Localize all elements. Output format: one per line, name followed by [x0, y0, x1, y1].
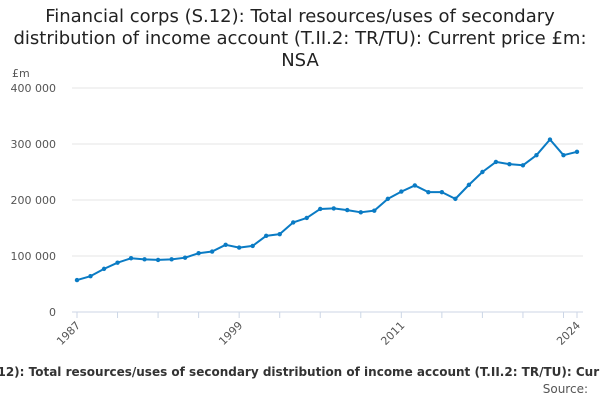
data-point — [399, 189, 404, 194]
data-point — [345, 207, 350, 213]
data-point — [385, 196, 391, 202]
data-point — [426, 189, 431, 195]
data-point — [304, 215, 309, 221]
data-point — [534, 153, 539, 158]
data-point — [493, 159, 499, 165]
data-point — [358, 210, 363, 215]
x-tick-label: 1987 — [54, 319, 83, 348]
data-point — [453, 196, 458, 202]
y-tick-label: 100 000 — [11, 250, 57, 263]
source-label: Source: — [542, 382, 588, 396]
data-point — [277, 231, 282, 237]
y-tick-label: 0 — [49, 306, 56, 319]
data-point — [520, 163, 526, 168]
x-tick-label: 1999 — [216, 319, 245, 348]
series-line — [76, 138, 578, 282]
data-point — [318, 206, 323, 212]
data-point — [236, 245, 242, 250]
data-point — [263, 233, 269, 239]
data-point — [155, 257, 161, 263]
y-tick-label: 200 000 — [11, 194, 57, 207]
data-point — [115, 260, 120, 265]
data-point — [574, 149, 580, 155]
data-point — [466, 182, 472, 188]
footer-caption: Financial corps (S.12): Total resources/… — [0, 365, 600, 379]
data-point — [331, 206, 336, 211]
chart-title: Financial corps (S.12): Total resources/… — [13, 6, 587, 71]
data-point — [372, 208, 377, 213]
data-point — [547, 137, 553, 142]
data-point — [250, 243, 255, 249]
footer-caption-wrap: Financial corps (S.12): Total resources/… — [0, 365, 600, 379]
data-point — [196, 251, 201, 256]
data-point — [74, 277, 80, 283]
y-tick-label: 300 000 — [11, 138, 57, 151]
data-point — [209, 249, 215, 254]
data-point — [223, 242, 228, 247]
y-tick-label: 400 000 — [11, 82, 57, 95]
data-point — [480, 169, 485, 175]
x-tick-label: 2024 — [554, 319, 583, 348]
data-point — [101, 266, 107, 272]
data-point — [182, 255, 188, 260]
data-point — [412, 183, 418, 188]
data-point — [507, 161, 512, 167]
data-point — [439, 189, 445, 195]
data-point — [142, 257, 147, 262]
data-point — [88, 273, 93, 279]
data-point — [169, 257, 174, 262]
data-point — [291, 220, 296, 225]
y-axis-unit-label: £m — [12, 67, 30, 80]
data-point — [128, 256, 134, 261]
x-tick-label: 2011 — [378, 319, 407, 348]
data-point — [561, 153, 566, 158]
